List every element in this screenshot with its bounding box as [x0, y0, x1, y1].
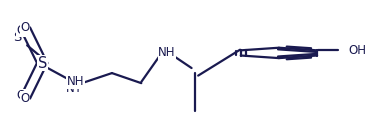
Text: S: S [38, 56, 47, 70]
Text: O: O [20, 92, 30, 105]
Text: S: S [38, 56, 46, 70]
Text: S: S [13, 31, 21, 44]
Text: O: O [20, 21, 30, 34]
Text: S: S [37, 55, 47, 71]
Text: NH: NH [158, 46, 176, 59]
Text: O: O [17, 89, 26, 102]
Text: N: N [66, 82, 75, 95]
Text: H: H [71, 82, 80, 95]
Text: OH: OH [348, 44, 366, 57]
Text: NH: NH [66, 75, 84, 88]
Text: O: O [17, 24, 26, 37]
